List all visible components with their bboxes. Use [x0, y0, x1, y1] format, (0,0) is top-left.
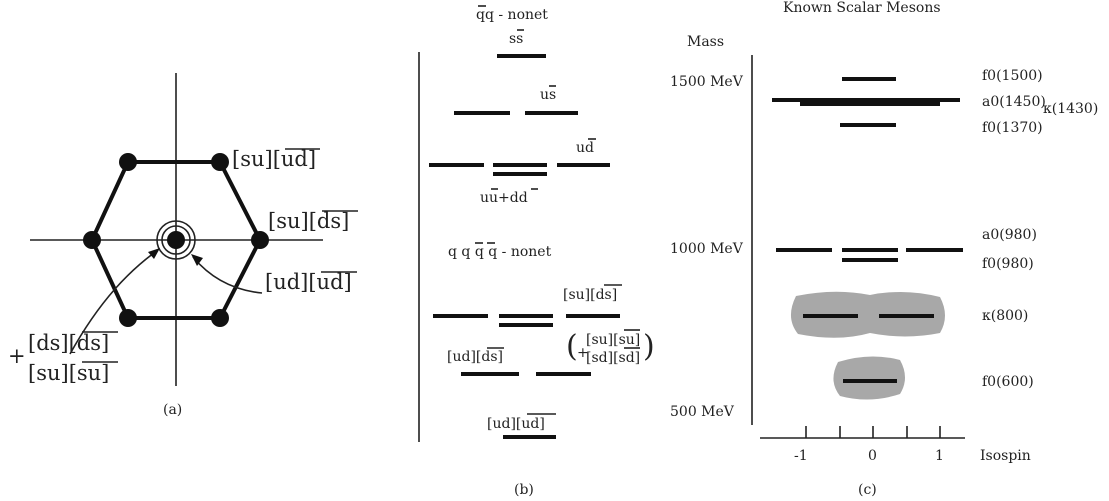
- panel-a: [su][ud] [su][ds] [ud][ud] + [ds][ds] [s…: [8, 73, 358, 418]
- label-ds-ds: [ds][ds]: [28, 331, 109, 355]
- weight-dot: [83, 231, 101, 249]
- label-kappa-1430: κ(1430): [1043, 101, 1098, 117]
- isospin-axis-label: Isospin: [980, 448, 1031, 464]
- label-ss: ss: [509, 31, 523, 47]
- title-known-scalar-mesons: Known Scalar Mesons: [783, 0, 941, 16]
- arrow-right: [192, 256, 263, 294]
- tick-label-minus-one: -1: [794, 448, 808, 464]
- caption-c: (c): [858, 482, 877, 498]
- f0-600-blob: [833, 356, 905, 400]
- mass-axis-label: Mass: [687, 34, 724, 50]
- caption-a: (a): [163, 402, 182, 418]
- paren-close: ): [643, 329, 655, 364]
- broad-state-blobs: [790, 291, 945, 400]
- label-su-ds-b: [su][ds]: [563, 287, 617, 303]
- label-a0-1450: a0(1450): [982, 94, 1046, 110]
- label-kappa-800: κ(800): [982, 308, 1028, 324]
- panel-c: Known Scalar Mesons Mass 1500 MeV 1000 M…: [670, 0, 1098, 498]
- arrow-left: [69, 249, 159, 355]
- label-f0-1500: f0(1500): [982, 68, 1043, 84]
- weight-dots: [83, 153, 269, 327]
- label-sd-sd-b: [sd][sd]: [586, 350, 640, 366]
- mass-1000: 1000 MeV: [670, 241, 744, 257]
- label-su-su-b: [su][su]: [586, 332, 640, 348]
- mass-500: 500 MeV: [670, 404, 735, 420]
- label-f0-600: f0(600): [982, 374, 1034, 390]
- label-su-ud: [su][ud]: [232, 147, 316, 171]
- label-f0-1370: f0(1370): [982, 120, 1043, 136]
- title-qqqq-nonet: q q q q - nonet: [448, 244, 552, 260]
- label-plus: +: [8, 344, 26, 368]
- center-dot: [167, 231, 185, 249]
- title-qq-nonet: qq - nonet: [476, 7, 548, 23]
- label-su-su: [su][su]: [28, 361, 109, 385]
- weight-dot: [119, 153, 137, 171]
- center-ring-inner: [161, 225, 191, 255]
- label-us: us: [540, 87, 556, 103]
- label-uu-dd: uu+dd: [480, 190, 528, 206]
- panel-b: qq - nonet ss us ud uu+dd q q q q - none…: [418, 5, 655, 498]
- label-ud-ud: [ud][ud]: [265, 270, 352, 294]
- weight-dot: [211, 153, 229, 171]
- arrow-left-head: [148, 248, 160, 259]
- weight-dot: [211, 309, 229, 327]
- label-su-ds: [su][ds]: [268, 209, 349, 233]
- label-ud-ud-b: [ud][ud]: [487, 416, 545, 432]
- label-ud-ds-b: [ud][ds]: [447, 349, 503, 365]
- arrow-right-head: [191, 254, 203, 266]
- label-a0-980: a0(980): [982, 227, 1037, 243]
- label-f0-980: f0(980): [982, 256, 1034, 272]
- label-paren-plus: +: [577, 345, 589, 361]
- tick-label-zero: 0: [868, 448, 877, 464]
- label-ud: ud: [576, 140, 594, 156]
- paren-open: (: [566, 329, 578, 364]
- caption-b: (b): [514, 482, 534, 498]
- center-ring-outer: [156, 220, 196, 260]
- weight-dot: [119, 309, 137, 327]
- mass-1500: 1500 MeV: [670, 74, 744, 90]
- weight-dot: [251, 231, 269, 249]
- kappa-800-blob: [790, 291, 945, 338]
- tick-label-one: 1: [935, 448, 944, 464]
